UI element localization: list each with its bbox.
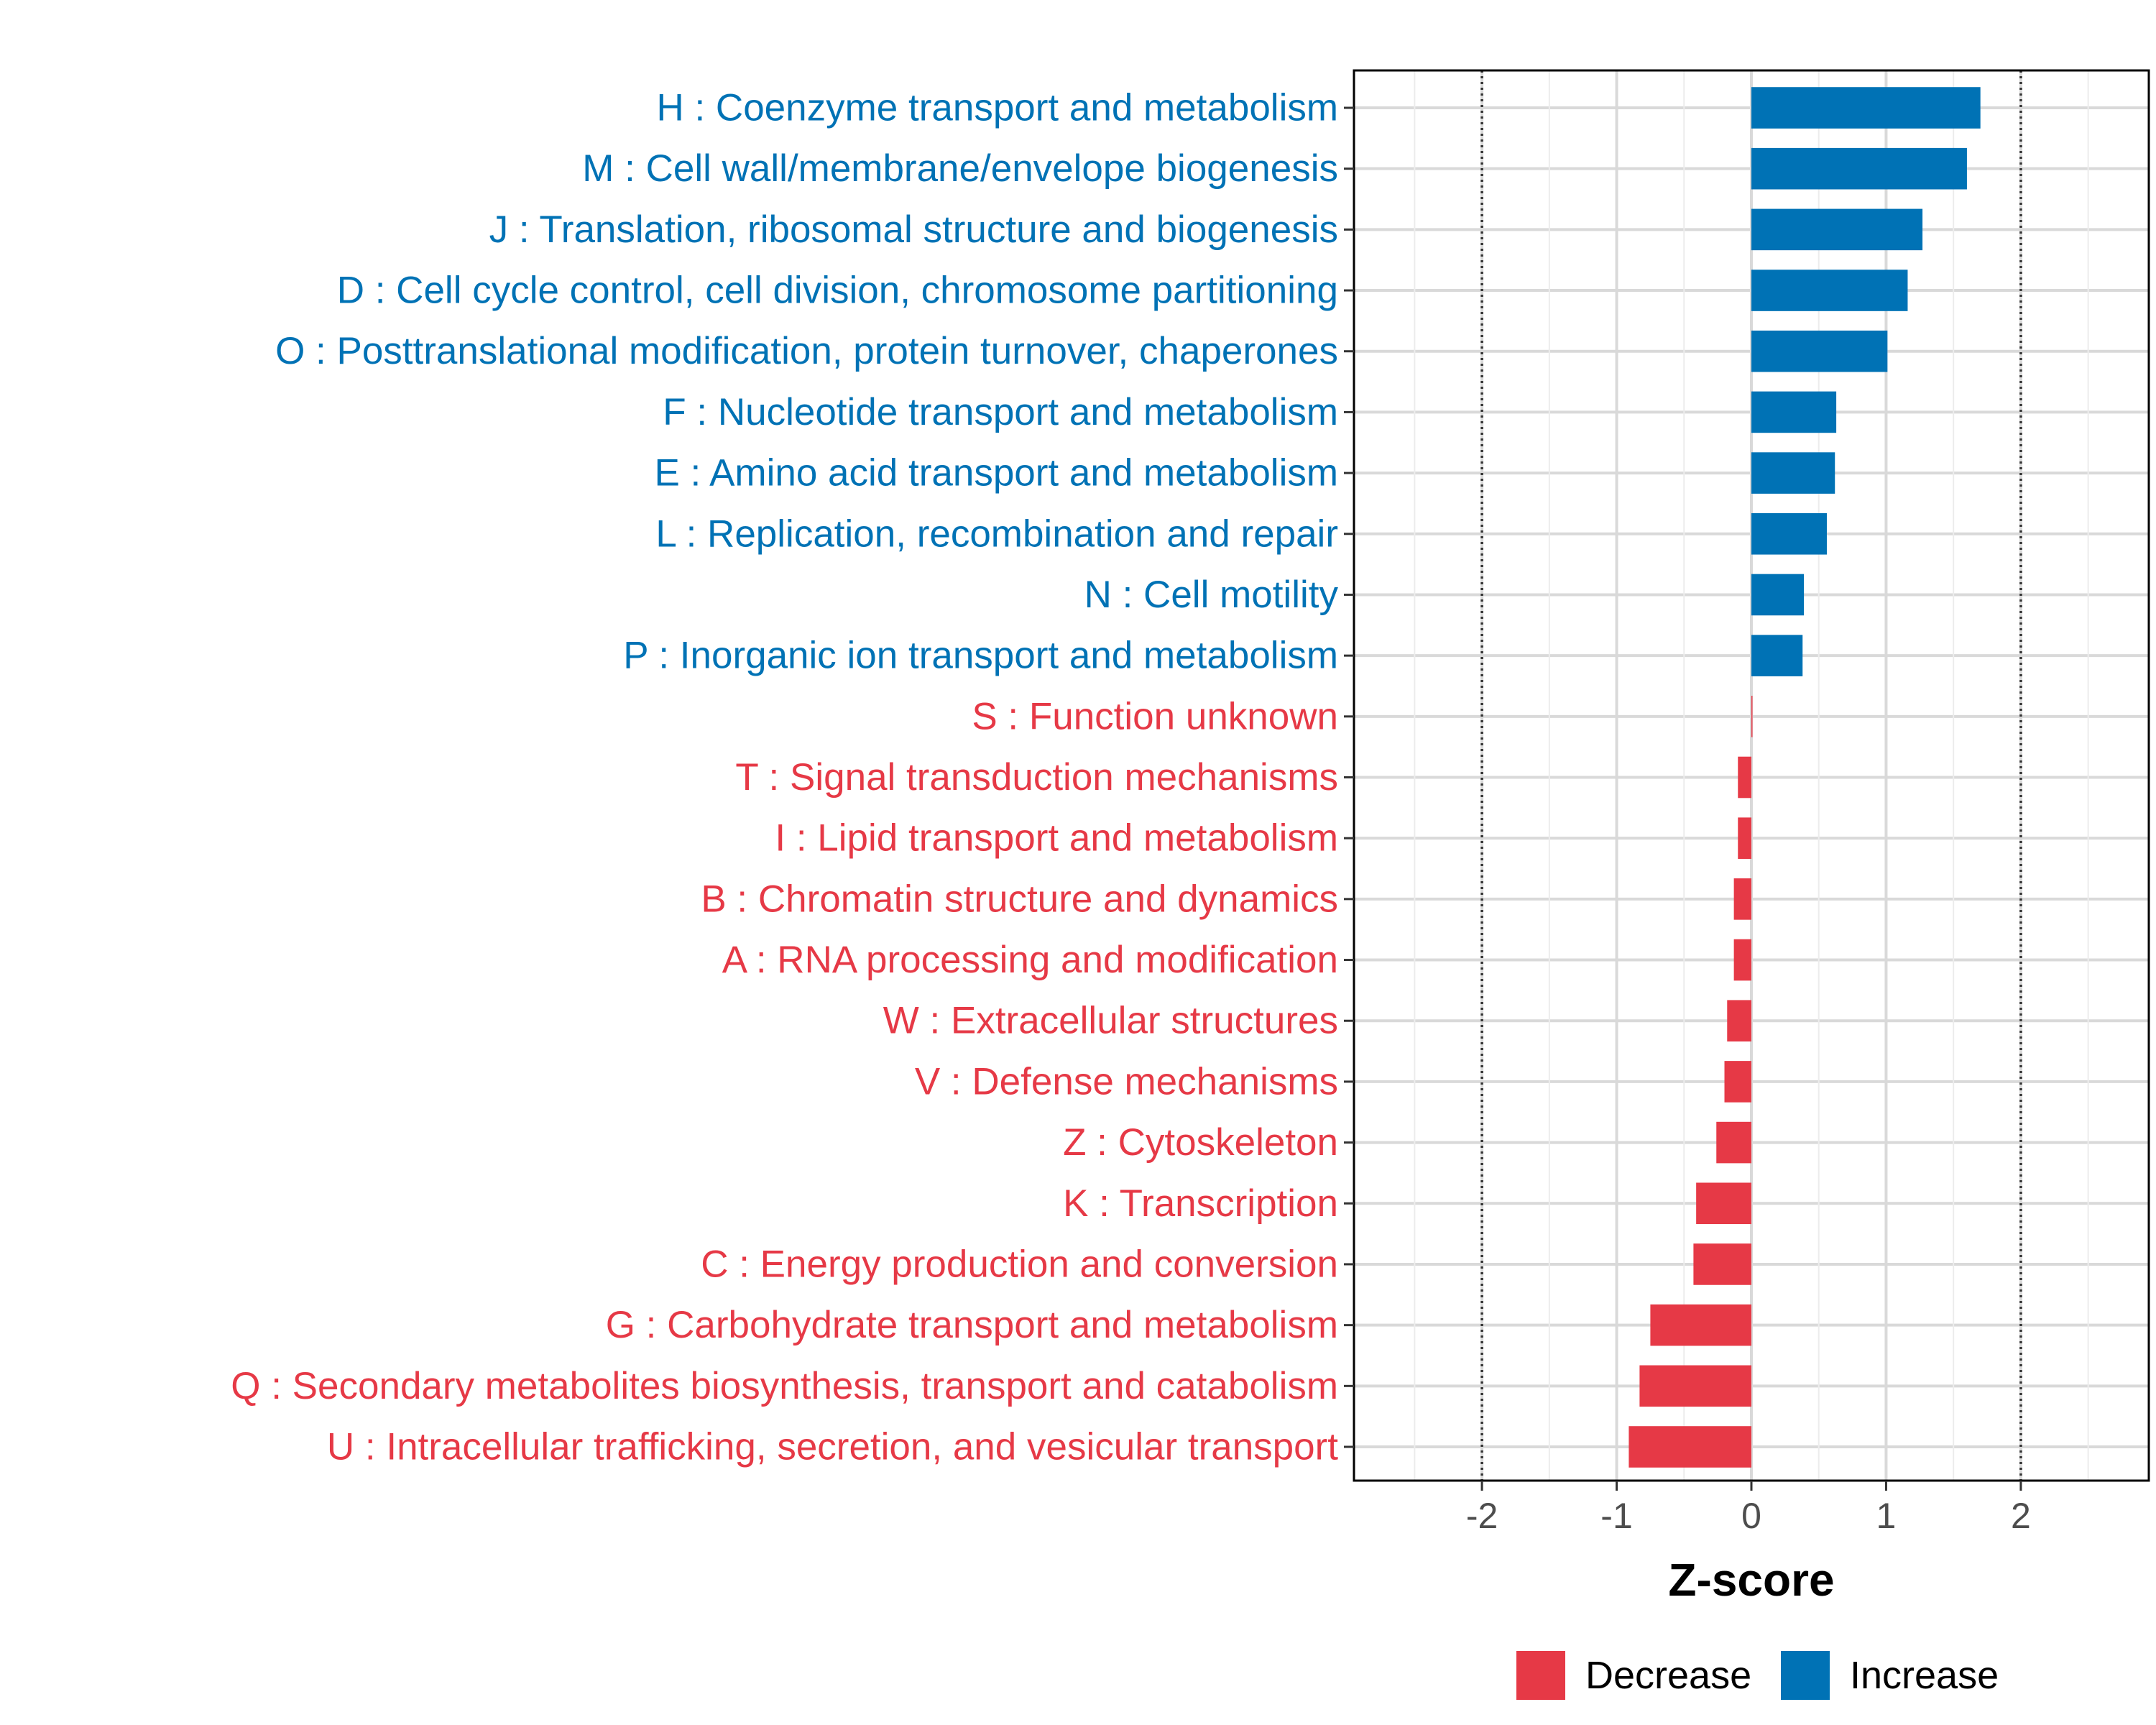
y-tick-label: P : Inorganic ion transport and metaboli…	[623, 635, 1338, 677]
x-tick-label: 0	[1741, 1496, 1761, 1536]
legend-label: Decrease	[1585, 1654, 1751, 1697]
y-tick-label: W : Extracellular structures	[883, 1000, 1338, 1042]
legend: Decrease Increase	[1516, 1651, 1999, 1700]
y-tick-label: F : Nucleotide transport and metabolism	[663, 391, 1338, 433]
bar	[1751, 208, 1923, 251]
bar	[1693, 1243, 1751, 1285]
y-tick-label: J : Translation, ribosomal structure and…	[489, 208, 1338, 251]
bar	[1751, 147, 1967, 190]
legend-swatch	[1781, 1651, 1830, 1700]
bar	[1733, 878, 1751, 920]
bar	[1751, 452, 1835, 494]
y-tick-label: Z : Cytoskeleton	[1063, 1121, 1338, 1164]
y-tick-label: T : Signal transduction mechanisms	[735, 756, 1338, 799]
y-tick-label: A : RNA processing and modification	[722, 939, 1338, 981]
x-axis-title: Z-score	[1668, 1554, 1834, 1606]
y-tick-label: U : Intracellular trafficking, secretion…	[327, 1426, 1338, 1468]
bar	[1751, 330, 1888, 372]
y-tick-label: G : Carbohydrate transport and metabolis…	[606, 1304, 1338, 1346]
y-tick-label: C : Energy production and conversion	[701, 1243, 1338, 1285]
x-axis-tick-labels: -2 -1 0 1 2	[1466, 1496, 2031, 1536]
legend-label: Increase	[1850, 1654, 1999, 1697]
bar	[1751, 87, 1981, 129]
bar	[1716, 1121, 1751, 1164]
bars	[1628, 87, 1981, 1468]
x-tick-label: 1	[1876, 1496, 1897, 1536]
bar	[1738, 817, 1751, 859]
bar	[1751, 574, 1805, 616]
y-tick-label: N : Cell motility	[1084, 574, 1339, 616]
legend-swatch	[1516, 1651, 1565, 1700]
bar	[1727, 1000, 1751, 1042]
bar	[1751, 696, 1753, 737]
y-tick-label: B : Chromatin structure and dynamics	[701, 878, 1338, 920]
y-axis-ticks	[1344, 106, 1354, 1448]
bar	[1738, 756, 1751, 799]
y-axis-labels: H : Coenzyme transport and metabolism M :…	[231, 87, 1338, 1468]
x-tick-label: 2	[2011, 1496, 2031, 1536]
bar	[1650, 1304, 1751, 1346]
x-tick-label: -2	[1466, 1496, 1498, 1536]
bar	[1628, 1426, 1751, 1468]
x-tick-label: -1	[1600, 1496, 1632, 1536]
bar	[1733, 939, 1751, 981]
y-tick-label: D : Cell cycle control, cell division, c…	[337, 270, 1338, 312]
bar	[1696, 1182, 1751, 1225]
bar	[1639, 1365, 1751, 1407]
y-tick-label: M : Cell wall/membrane/envelope biogenes…	[582, 147, 1338, 190]
bar	[1751, 391, 1837, 433]
bar	[1751, 270, 1908, 311]
x-axis-ticks	[1480, 1481, 2022, 1491]
y-tick-label: V : Defense mechanisms	[915, 1060, 1338, 1103]
bar	[1751, 635, 1803, 676]
y-tick-label: L : Replication, recombination and repai…	[655, 512, 1338, 555]
y-tick-label: K : Transcription	[1063, 1182, 1338, 1225]
y-tick-label: Q : Secondary metabolites biosynthesis, …	[231, 1365, 1338, 1407]
y-tick-label: H : Coenzyme transport and metabolism	[656, 87, 1338, 129]
bar	[1724, 1061, 1751, 1103]
y-tick-label: E : Amino acid transport and metabolism	[654, 452, 1338, 494]
y-tick-label: S : Function unknown	[972, 695, 1338, 737]
y-tick-label: O : Posttranslational modification, prot…	[275, 330, 1338, 372]
bar	[1751, 512, 1827, 555]
y-tick-label: I : Lipid transport and metabolism	[775, 817, 1338, 860]
